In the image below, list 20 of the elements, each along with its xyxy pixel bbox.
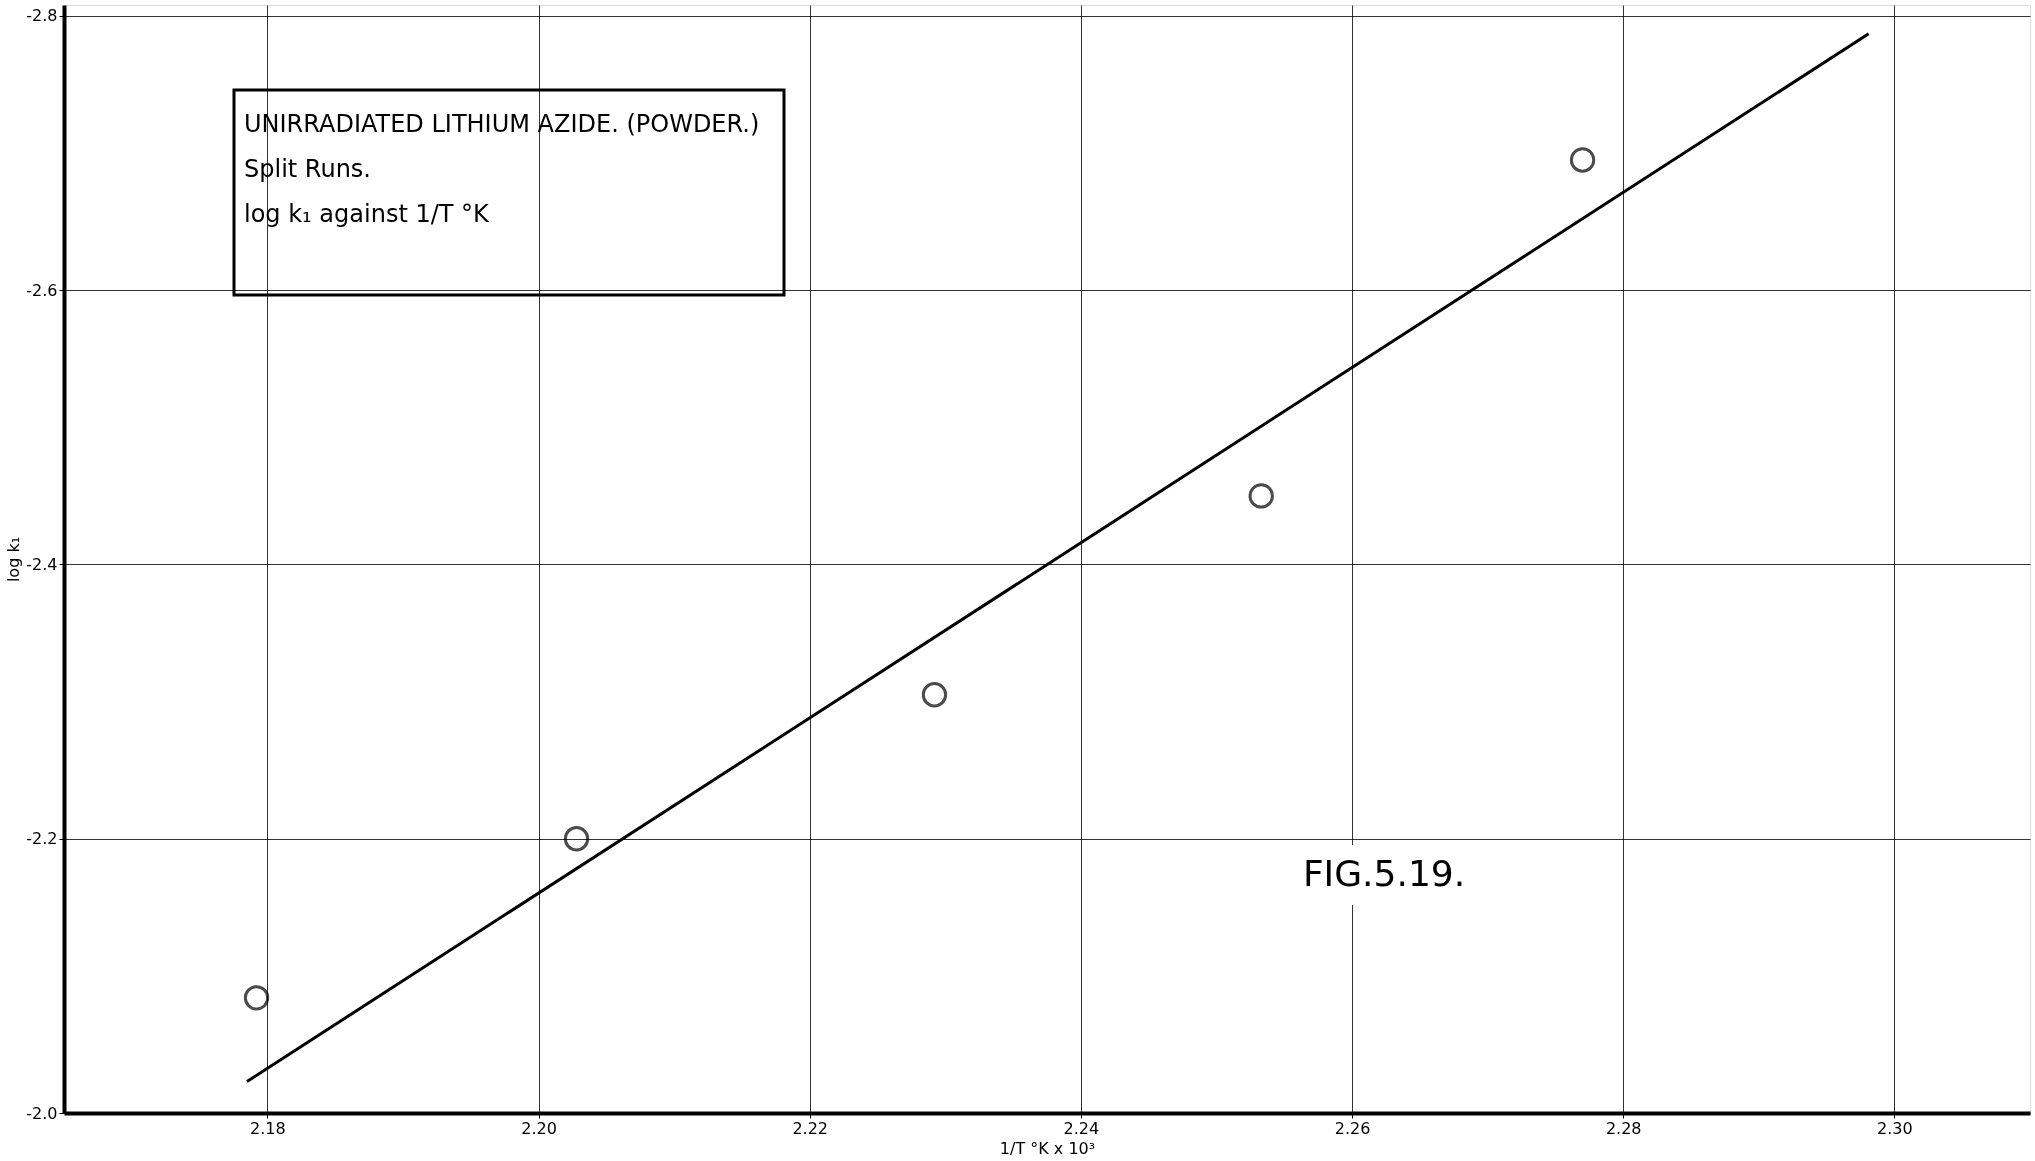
y-tick-label: -2.0 — [26, 1103, 58, 1123]
x-tick-label: 2.26 — [1334, 1118, 1371, 1138]
x-axis-title: 1/T °K x 10³ — [999, 1138, 1096, 1158]
x-tick-label: 2.24 — [1063, 1118, 1100, 1138]
x-tick-label: 2.30 — [1877, 1118, 1913, 1138]
x-tick-label: 2.22 — [792, 1118, 829, 1138]
x-tick-label: 2.28 — [1605, 1118, 1642, 1138]
annotation: FIG.5.19. — [1302, 853, 1466, 894]
point — [563, 826, 590, 852]
point — [243, 985, 270, 1011]
y-tick-label: -2.2 — [26, 829, 58, 849]
point — [1569, 147, 1596, 173]
y-tick-label: -2.8 — [26, 6, 58, 26]
point — [921, 682, 948, 708]
y-tick-label: -2.6 — [26, 280, 58, 300]
y-tick-label: -2.4 — [26, 554, 58, 574]
x-tick-label: 2.18 — [250, 1118, 286, 1138]
point — [1248, 483, 1274, 509]
x-tick-label: 2.20 — [521, 1118, 557, 1138]
y-axis-title: log k₁ — [4, 536, 24, 583]
